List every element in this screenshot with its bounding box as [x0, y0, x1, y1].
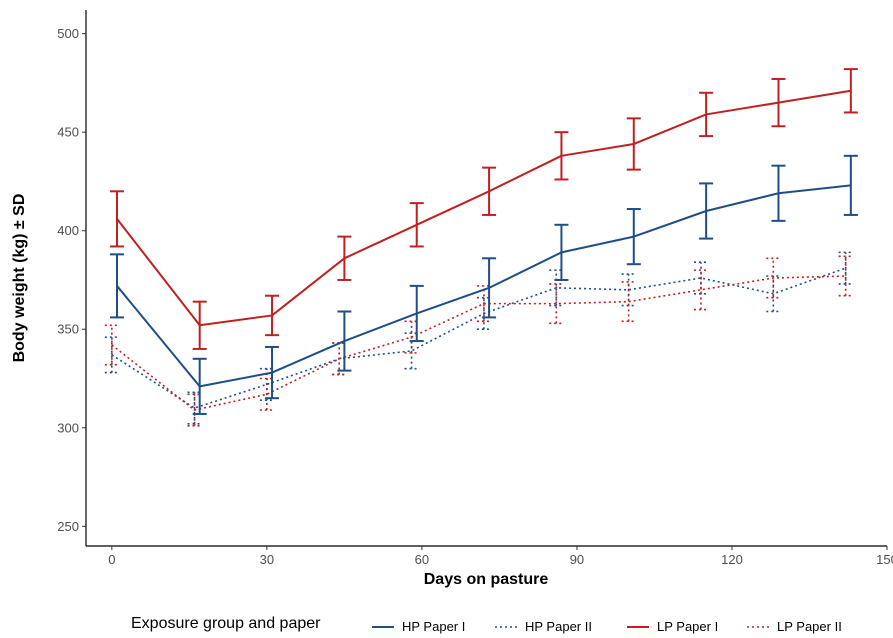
- legend-title: Exposure group and paper: [131, 615, 321, 632]
- series-lp-paper-ii: [104, 255, 853, 427]
- series-hp-paper-ii: [104, 251, 853, 425]
- y-tick-label: 250: [57, 519, 79, 534]
- x-tick-label: 120: [721, 552, 743, 567]
- y-axis-title: Body weight (kg) ± SD: [11, 194, 28, 363]
- legend: Exposure group and paper HP Paper I HP Pa…: [131, 615, 842, 634]
- x-tick-label: 150: [876, 552, 893, 567]
- axes: 250 300 350 400 450 500 0 30 60 90 120 150 Days on…: [11, 10, 893, 588]
- legend-label: HP Paper I: [402, 619, 465, 634]
- y-tick-label: 300: [57, 420, 79, 435]
- x-ticks: 0 30 60 90 120 150: [108, 546, 893, 567]
- series-line: [111, 275, 846, 411]
- error-bar: [549, 283, 564, 325]
- series-line: [116, 184, 851, 388]
- series-hp-paper-i: [110, 154, 858, 415]
- series-lp-paper-i: [110, 68, 858, 350]
- legend-item: LP Paper I: [627, 619, 718, 634]
- error-bar: [838, 255, 853, 297]
- series-line: [116, 89, 851, 327]
- x-tick-label: 60: [415, 552, 429, 567]
- x-tick-label: 90: [570, 552, 584, 567]
- legend-label: LP Paper II: [777, 619, 842, 634]
- legend-item: HP Paper II: [495, 619, 592, 634]
- x-tick-label: 30: [260, 552, 274, 567]
- y-tick-label: 500: [57, 26, 79, 41]
- plot-area: [104, 68, 858, 427]
- y-tick-label: 450: [57, 125, 79, 140]
- x-axis-title: Days on pasture: [424, 571, 549, 588]
- error-bar: [693, 269, 708, 311]
- y-tick-label: 350: [57, 322, 79, 337]
- error-bar: [621, 281, 636, 323]
- series-line: [111, 267, 846, 409]
- y-tick-label: 400: [57, 223, 79, 238]
- legend-label: LP Paper I: [657, 619, 718, 634]
- legend-item: HP Paper I: [372, 619, 465, 634]
- y-ticks: 250 300 350 400 450 500: [57, 26, 86, 534]
- error-bar: [104, 336, 119, 374]
- legend-item: LP Paper II: [747, 619, 842, 634]
- error-bar: [843, 68, 858, 114]
- legend-label: HP Paper II: [525, 619, 592, 634]
- error-bar: [766, 257, 781, 299]
- error-bar: [104, 324, 119, 366]
- legend-items: HP Paper I HP Paper II LP Paper I LP Paper …: [372, 619, 842, 634]
- x-tick-label: 0: [108, 552, 115, 567]
